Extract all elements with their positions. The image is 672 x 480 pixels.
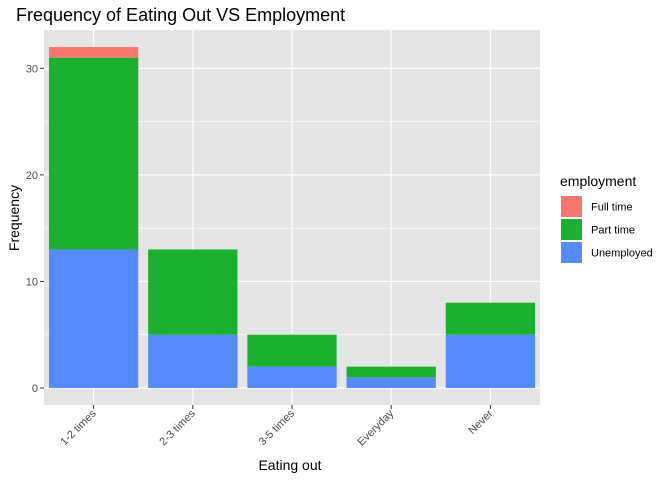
bar-part-time-1-2-times: [48, 57, 139, 250]
bar-unemployed-everyday: [346, 377, 436, 388]
bar-full-time-1-2-times: [48, 47, 139, 58]
legend-title: employment: [560, 173, 636, 189]
bar-part-time-everyday: [346, 366, 436, 378]
x-axis: 1-2 times 2-3 times 3-5 times Everyday Never: [58, 405, 496, 449]
legend-key-part-time: [561, 219, 582, 240]
x-axis-title: Eating out: [258, 457, 321, 473]
bar-unemployed-1-2-times: [48, 249, 139, 388]
legend-label: Unemployed: [591, 248, 653, 260]
legend-key-full-time: [561, 196, 582, 217]
bar-unemployed-3-5-times: [247, 366, 337, 388]
bar-part-time-2-3-times: [148, 249, 238, 335]
bar-unemployed-2-3-times: [148, 334, 238, 388]
x-tick-label: 1-2 times: [58, 407, 99, 448]
x-tick-label: 3-5 times: [257, 407, 298, 448]
x-tick-label: Never: [466, 407, 495, 436]
legend-key-unemployed: [561, 242, 582, 263]
bar-part-time-never: [445, 302, 536, 335]
bars: [48, 47, 536, 388]
bar-unemployed-never: [445, 334, 536, 388]
y-tick-label: 20: [26, 170, 38, 182]
x-tick-label: Everyday: [355, 407, 396, 448]
legend-label: Part time: [591, 225, 635, 237]
legend-label: Full time: [591, 202, 633, 214]
y-axis-title: Frequency: [6, 185, 22, 251]
y-axis: 0 10 20 30: [26, 63, 44, 395]
legend: employment Full time Part time Unemployed: [560, 173, 653, 263]
y-tick-label: 10: [26, 276, 38, 288]
chart-title: Frequency of Eating Out VS Employment: [16, 5, 345, 25]
y-tick-label: 0: [32, 383, 38, 395]
x-tick-label: 2-3 times: [157, 407, 198, 448]
y-tick-label: 30: [26, 63, 38, 75]
bar-part-time-3-5-times: [247, 334, 337, 367]
